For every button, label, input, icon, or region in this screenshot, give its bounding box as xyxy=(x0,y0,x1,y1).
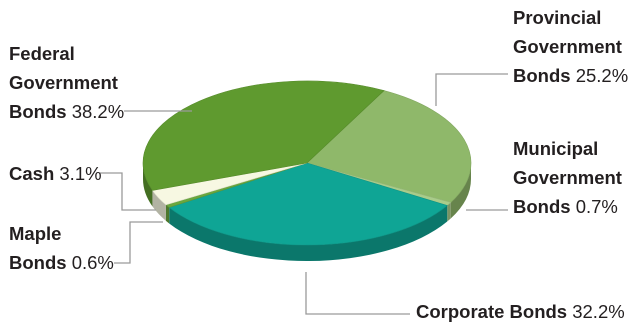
leader-line-maple xyxy=(114,221,163,264)
label-corporate: Corporate Bonds 32.2% xyxy=(416,301,625,322)
pie-slice-corporate-bonds xyxy=(168,162,448,246)
pie-slice-federal-government-bonds xyxy=(142,80,385,191)
pie-tops xyxy=(142,80,472,246)
leader-line-provincial xyxy=(435,73,508,106)
pie-side-municipal-government-bonds xyxy=(447,202,451,222)
leader-line-corporate xyxy=(305,272,410,315)
label-federal: Federal Government Bonds 38.2% xyxy=(9,43,125,122)
leader-line-cash xyxy=(100,172,156,211)
label-municipal: Municipal Government Bonds 0.7% xyxy=(513,138,622,217)
label-provincial: Provincial Government Bonds 25.2% xyxy=(513,7,628,86)
pie-slice-provincial-government-bonds xyxy=(306,90,472,203)
pie-side-cash xyxy=(152,190,166,221)
pie-side-federal-government-bonds xyxy=(143,163,153,207)
leader-lines xyxy=(100,73,508,315)
pie-side-maple-bonds xyxy=(165,204,170,224)
label-cash: Cash 3.1% xyxy=(9,163,102,184)
pie-side-corporate-bonds xyxy=(169,205,448,261)
label-maple: Maple Bonds 0.6% xyxy=(9,223,114,273)
pie-side-provincial-government-bonds xyxy=(450,163,471,219)
pie-sides xyxy=(143,163,471,261)
